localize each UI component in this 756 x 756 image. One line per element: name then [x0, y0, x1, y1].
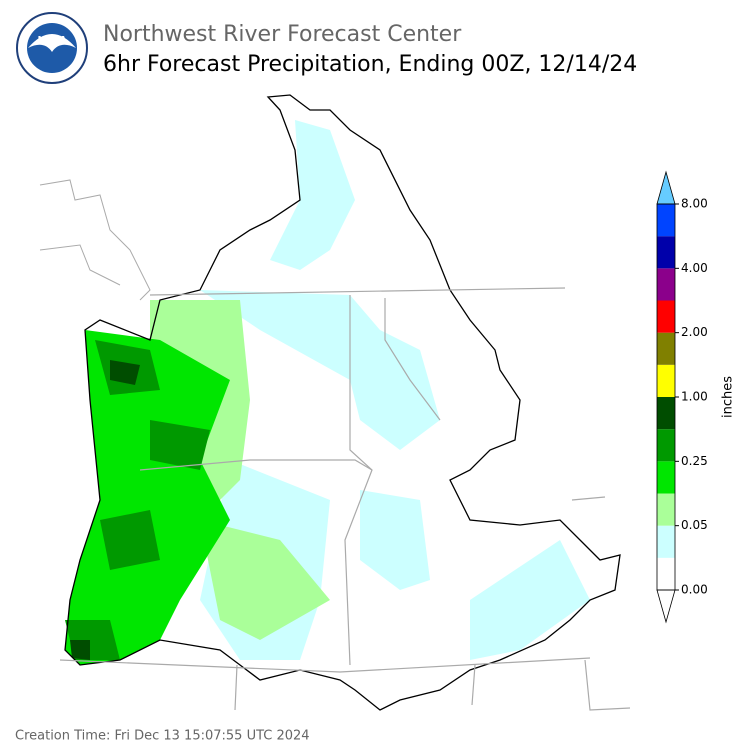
title: Northwest River Forecast Center [103, 22, 462, 47]
colorbar-bin [657, 429, 675, 462]
colorbar-bin [657, 300, 675, 333]
colorbar-tick-label: 0.00 [681, 583, 708, 597]
colorbar-bin [657, 525, 675, 558]
subtitle: 6hr Forecast Precipitation, Ending 00Z, … [103, 52, 637, 77]
colorbar-tick-label: 0.25 [681, 454, 708, 468]
colorbar: 0.00 0.05 0.25 1.00 2.00 4.00 8.00 [656, 170, 708, 624]
colorbar-bin [657, 268, 675, 301]
noaa-logo: NOAA [16, 12, 88, 84]
colorbar-bin [657, 364, 675, 397]
colorbar-bin [657, 204, 675, 237]
colorbar-bin [657, 557, 675, 590]
colorbar-tick-label: 0.05 [681, 518, 708, 532]
colorbar-tick-label: 8.00 [681, 197, 708, 211]
colorbar-label: inches [721, 376, 736, 418]
colorbar-bin [657, 397, 675, 430]
svg-text:NOAA: NOAA [38, 36, 67, 46]
colorbar-under [656, 589, 676, 624]
colorbar-over [656, 170, 676, 205]
colorbar-bin [657, 461, 675, 494]
colorbar-tick-label: 2.00 [681, 325, 708, 339]
colorbar-bin [657, 332, 675, 365]
colorbar-bin [657, 236, 675, 269]
map [39, 94, 631, 711]
colorbar-bin [657, 493, 675, 526]
colorbar-tick-label: 4.00 [681, 261, 708, 275]
colorbar-tick-label: 1.00 [681, 390, 708, 404]
creation-time: Creation Time: Fri Dec 13 15:07:55 UTC 2… [15, 729, 310, 744]
